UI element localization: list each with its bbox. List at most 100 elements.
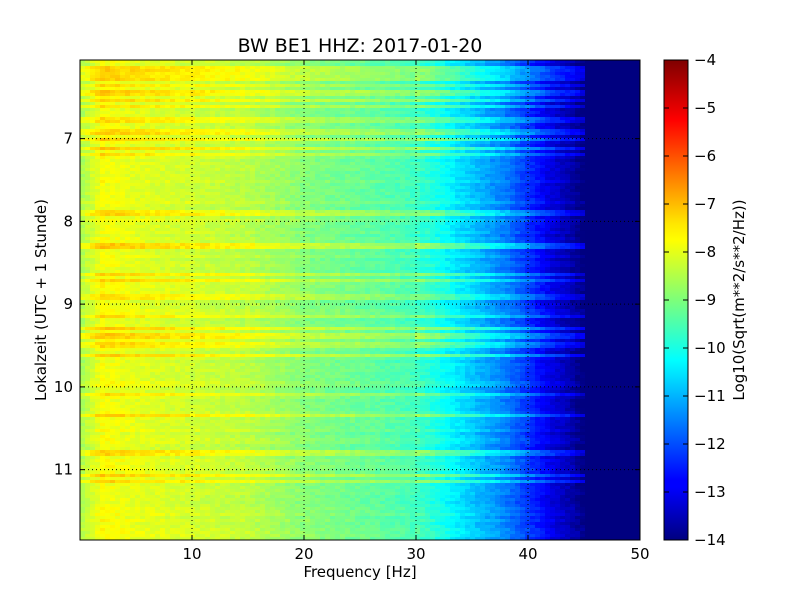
heatmap-cell bbox=[505, 138, 511, 142]
heatmap-cell bbox=[425, 150, 431, 154]
heatmap-cell bbox=[545, 180, 551, 184]
heatmap-cell bbox=[230, 123, 236, 127]
heatmap-cell bbox=[395, 180, 401, 184]
heatmap-cell bbox=[360, 126, 366, 130]
heatmap-cell bbox=[310, 93, 316, 97]
heatmap-cell bbox=[570, 159, 576, 163]
heatmap-cell bbox=[340, 192, 346, 196]
heatmap-cell bbox=[460, 102, 466, 106]
heatmap-cell bbox=[100, 192, 106, 196]
heatmap-cell bbox=[370, 72, 376, 76]
heatmap-cell bbox=[215, 156, 221, 160]
heatmap-cell bbox=[450, 135, 456, 139]
heatmap-cell bbox=[520, 87, 526, 91]
heatmap-cell bbox=[220, 171, 226, 175]
heatmap-cell bbox=[515, 84, 521, 88]
heatmap-cell bbox=[400, 159, 406, 163]
heatmap-cell bbox=[315, 117, 321, 121]
heatmap-cell bbox=[565, 93, 571, 97]
heatmap-cell bbox=[515, 78, 521, 82]
heatmap-cell bbox=[615, 63, 621, 67]
heatmap-cell bbox=[505, 147, 511, 151]
heatmap-cell bbox=[520, 150, 526, 154]
heatmap-cell bbox=[615, 177, 621, 181]
heatmap-cell bbox=[400, 171, 406, 175]
heatmap-cell bbox=[115, 153, 121, 157]
heatmap-cell bbox=[485, 111, 491, 115]
heatmap-cell bbox=[110, 117, 116, 121]
heatmap-cell bbox=[310, 168, 316, 172]
heatmap-cell bbox=[410, 66, 416, 70]
heatmap-cell bbox=[475, 144, 481, 148]
heatmap-cell bbox=[300, 165, 306, 169]
heatmap-cell bbox=[215, 120, 221, 124]
heatmap-cell bbox=[345, 75, 351, 79]
heatmap-cell bbox=[550, 162, 556, 166]
heatmap-cell bbox=[600, 165, 606, 169]
heatmap-cell bbox=[350, 123, 356, 127]
heatmap-cell bbox=[620, 111, 626, 115]
heatmap-cell bbox=[120, 60, 126, 64]
heatmap-cell bbox=[210, 123, 216, 127]
heatmap-cell bbox=[500, 141, 506, 145]
heatmap-cell bbox=[450, 63, 456, 67]
heatmap-cell bbox=[260, 159, 266, 163]
heatmap-cell bbox=[200, 171, 206, 175]
heatmap-cell bbox=[190, 171, 196, 175]
heatmap-cell bbox=[615, 69, 621, 73]
heatmap-cell bbox=[545, 66, 551, 70]
heatmap-cell bbox=[80, 90, 86, 94]
heatmap-cell bbox=[340, 72, 346, 76]
heatmap-cell bbox=[100, 69, 106, 73]
heatmap-cell bbox=[345, 174, 351, 178]
heatmap-cell bbox=[520, 111, 526, 115]
heatmap-cell bbox=[100, 147, 106, 151]
heatmap-cell bbox=[395, 105, 401, 109]
heatmap-cell bbox=[425, 105, 431, 109]
heatmap-cell bbox=[140, 108, 146, 112]
heatmap-cell bbox=[320, 174, 326, 178]
heatmap-cell bbox=[300, 99, 306, 103]
heatmap-cell bbox=[310, 177, 316, 181]
heatmap-cell bbox=[380, 147, 386, 151]
heatmap-cell bbox=[590, 120, 596, 124]
heatmap-cell bbox=[435, 162, 441, 166]
heatmap-cell bbox=[120, 69, 126, 73]
heatmap-cell bbox=[100, 102, 106, 106]
heatmap-cell bbox=[120, 78, 126, 82]
heatmap-cell bbox=[165, 102, 171, 106]
heatmap-cell bbox=[430, 63, 436, 67]
heatmap-cell bbox=[385, 159, 391, 163]
heatmap-cell bbox=[530, 90, 536, 94]
heatmap-cell bbox=[80, 66, 86, 70]
heatmap-cell bbox=[580, 135, 586, 139]
heatmap-cell bbox=[515, 159, 521, 163]
heatmap-cell bbox=[400, 174, 406, 178]
heatmap-cell bbox=[505, 159, 511, 163]
heatmap-cell bbox=[265, 150, 271, 154]
heatmap-cell bbox=[255, 93, 261, 97]
heatmap-cell bbox=[520, 168, 526, 172]
heatmap-cell bbox=[110, 129, 116, 133]
heatmap-cell bbox=[300, 102, 306, 106]
heatmap-cell bbox=[570, 60, 576, 64]
heatmap-cell bbox=[305, 72, 311, 76]
heatmap-cell bbox=[180, 150, 186, 154]
heatmap-cell bbox=[230, 78, 236, 82]
heatmap-cell bbox=[525, 174, 531, 178]
heatmap-cell bbox=[330, 81, 336, 85]
heatmap-cell bbox=[490, 66, 496, 70]
heatmap-cell bbox=[520, 183, 526, 187]
heatmap-cell bbox=[385, 66, 391, 70]
heatmap-cell bbox=[380, 162, 386, 166]
heatmap-cell bbox=[95, 138, 101, 142]
heatmap-cell bbox=[520, 81, 526, 85]
heatmap-cell bbox=[155, 144, 161, 148]
heatmap-cell bbox=[540, 96, 546, 100]
heatmap-cell bbox=[375, 123, 381, 127]
heatmap-cell bbox=[385, 177, 391, 181]
heatmap-cell bbox=[565, 168, 571, 172]
heatmap-cell bbox=[615, 84, 621, 88]
heatmap-cell bbox=[120, 102, 126, 106]
heatmap-cell bbox=[160, 165, 166, 169]
